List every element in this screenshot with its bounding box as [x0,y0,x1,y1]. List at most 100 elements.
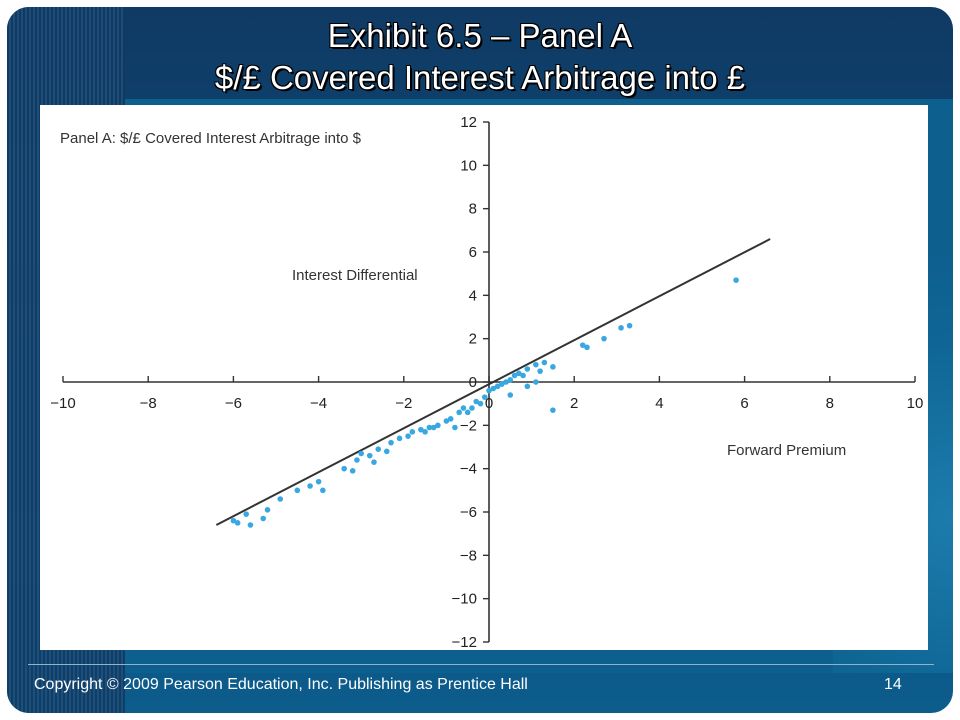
x-tick-label: −2 [395,395,412,412]
data-point [320,487,326,494]
x-tick-label: 4 [655,395,663,412]
x-tick-label: −10 [50,395,75,412]
title-line-1: Exhibit 6.5 – Panel A [327,17,633,54]
data-point [341,465,347,472]
data-point [507,377,514,383]
data-point [422,429,428,435]
y-tick-label: −2 [460,417,477,434]
data-point [481,394,488,400]
data-point [247,522,254,528]
y-tick-label: 0 [469,374,477,391]
x-tick-label: 6 [740,395,748,412]
data-point [375,446,382,452]
reference-line-layer [215,238,771,526]
data-point [541,359,548,366]
scatter-chart: Panel A: $/£ Covered Interest Arbitrage … [50,114,923,650]
data-point [349,468,356,474]
data-point [426,424,433,431]
slide-title: Exhibit 6.5 – Panel A $/£ Covered Intere… [7,15,953,99]
data-point [260,515,267,522]
data-point [234,520,241,526]
data-point [524,366,531,372]
y-tick-label: 8 [469,201,477,218]
x-tick-label: −6 [225,395,242,412]
data-points [230,277,739,528]
data-point [503,379,509,385]
data-point [435,422,441,429]
data-point [418,426,424,433]
y-tick-label: 2 [469,331,477,348]
data-point [584,344,590,351]
data-point [277,496,284,502]
x-tick-label: 0 [485,395,493,412]
x-axis-label: Forward Premium [727,442,846,459]
data-point [460,405,467,411]
data-point [537,368,543,374]
copyright-footer: Copyright © 2009 Pearson Education, Inc.… [34,676,528,693]
data-point [533,379,539,385]
data-point [533,361,539,368]
data-point [243,511,249,517]
x-tick-label: −8 [140,395,157,412]
data-point [366,452,373,459]
data-point [405,433,411,439]
data-point [507,392,514,398]
y-axis-label: Interest Differential [292,267,418,284]
data-point [371,459,377,465]
data-point [733,277,739,283]
data-point [264,507,271,513]
axes: −10 −8 −6 −4 −2 0 2 4 6 8 10 −12 −10 −8 −6 −4 −2 0 2 4 6 8 10 1… [50,114,923,650]
data-point [388,439,394,446]
y-tick-label: 10 [460,157,477,174]
data-point [473,398,480,405]
data-point [626,322,633,329]
data-point [520,372,526,379]
data-point [307,483,313,489]
data-point [516,370,522,377]
y-tick-label: 12 [460,114,477,131]
data-point [618,325,624,331]
data-point [409,429,416,435]
data-point [443,418,450,424]
y-tick-label: 6 [469,244,477,261]
data-point [494,383,501,390]
x-tick-label: 8 [826,395,834,412]
data-point [579,342,586,348]
data-point [601,335,607,342]
data-point [524,383,531,390]
y-tick-label: −4 [460,461,477,478]
data-point [354,457,360,463]
data-point [452,424,458,431]
data-point [456,409,462,416]
title-line-2: $/£ Covered Interest Arbitrage into £ [214,59,746,96]
data-point [498,381,505,387]
data-point [511,372,518,379]
slide-number: 14 [884,676,902,693]
y-tick-label: −12 [452,634,477,650]
y-tick-label: −6 [460,504,477,521]
data-point [294,487,301,494]
y-tick-label: 4 [469,287,477,304]
data-point [230,517,237,524]
data-point [383,448,390,455]
footer-divider [28,664,934,665]
data-point [550,364,556,370]
data-point [469,405,475,411]
x-tick-label: 10 [907,395,924,412]
chart-panel: Panel A: $/£ Covered Interest Arbitrage … [40,105,928,650]
data-point [358,450,365,457]
data-point [447,416,454,422]
data-point [396,435,403,442]
x-tick-label: −4 [310,395,327,412]
data-point [490,385,497,392]
y-tick-label: −8 [460,547,477,564]
data-point [477,400,484,407]
chart-title: Panel A: $/£ Covered Interest Arbitrage … [60,130,362,147]
y-tick-label: −10 [452,591,477,608]
parity-line [215,238,771,526]
x-tick-label: 2 [570,395,578,412]
data-point [315,478,322,485]
data-point [486,387,492,394]
data-point [464,409,471,416]
